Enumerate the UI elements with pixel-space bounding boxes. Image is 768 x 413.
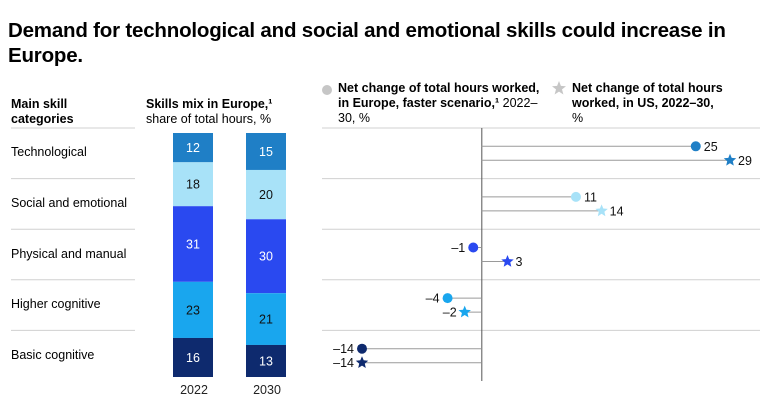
legend-europe-sub: 2022–30, %: [338, 96, 538, 125]
mix-header-sub: share of total hours, %: [146, 112, 272, 126]
bar-segment: [246, 169, 286, 220]
bar-segment: [173, 337, 213, 377]
category-label: Basic cognitive: [11, 347, 95, 362]
dot-value-label: –14: [333, 356, 354, 370]
bar-value-label: 23: [186, 303, 200, 317]
bar-value-label: 15: [259, 145, 273, 159]
us-star-marker: [723, 153, 737, 166]
dot-value-label: –2: [443, 306, 457, 320]
bar-value-label: 30: [259, 250, 273, 264]
category-label: Higher cognitive: [11, 297, 101, 312]
legend-circle-icon: [322, 85, 332, 95]
category-label: Physical and manual: [11, 246, 127, 261]
chart-title: Demand for technological and social and …: [8, 19, 726, 67]
bar-value-label: 16: [186, 351, 200, 365]
bar-value-label: 21: [259, 313, 273, 327]
bar-value-label: 13: [259, 354, 273, 368]
year-label-2030: 2030: [253, 383, 281, 397]
dot-value-label: 3: [515, 255, 522, 269]
dot-value-label: 11: [584, 190, 597, 204]
dot-value-label: –14: [333, 342, 354, 356]
mix-header: Skills mix in Europe,¹ share of total ho…: [146, 97, 316, 127]
bar-segment: [246, 219, 286, 294]
dot-value-label: 14: [610, 204, 624, 218]
us-star-marker: [458, 305, 471, 318]
category-label: Technological: [11, 145, 87, 160]
bar-segment: [246, 344, 286, 377]
europe-circle-marker: [442, 293, 453, 304]
categories-header-text: Main skill categories: [11, 97, 74, 126]
categories-header: Main skill categories: [11, 97, 111, 127]
us-star-marker: [355, 356, 369, 368]
bar-segment: [246, 293, 286, 345]
legend-us: Net change of total hours worked, in US,…: [572, 81, 752, 126]
mix-header-title: Skills mix in Europe,¹: [146, 97, 273, 111]
legend-europe: Net change of total hours worked, in Eur…: [338, 81, 543, 126]
category-label: Social and emotional: [11, 195, 128, 210]
us-star-marker: [501, 255, 514, 267]
bar-value-label: 31: [186, 238, 200, 252]
bar-value-label: 18: [186, 178, 200, 192]
europe-circle-marker: [690, 141, 701, 152]
bar-segment: [173, 133, 213, 163]
bar-segment: [173, 206, 213, 282]
europe-circle-marker: [570, 191, 581, 202]
bar-segment: [173, 162, 213, 207]
bar-value-label: 20: [259, 188, 273, 202]
bar-segment: [173, 281, 213, 338]
legend-star-icon: [552, 81, 566, 95]
legend-us-sub: %: [572, 111, 584, 125]
legend-europe-title: Net change of total hours worked, in Eur…: [338, 81, 540, 110]
dot-value-label: –4: [426, 292, 440, 306]
dot-value-label: 25: [704, 140, 718, 154]
europe-circle-marker: [357, 343, 367, 354]
dot-value-label: –1: [451, 241, 465, 255]
bar-segment: [246, 133, 286, 170]
europe-circle-marker: [468, 242, 479, 253]
bar-value-label: 12: [186, 141, 200, 155]
us-star-marker: [595, 204, 608, 217]
year-label-2022: 2022: [180, 383, 208, 397]
dot-value-label: 29: [738, 154, 752, 168]
legend-us-title: Net change of total hours worked, in US,…: [572, 81, 723, 110]
